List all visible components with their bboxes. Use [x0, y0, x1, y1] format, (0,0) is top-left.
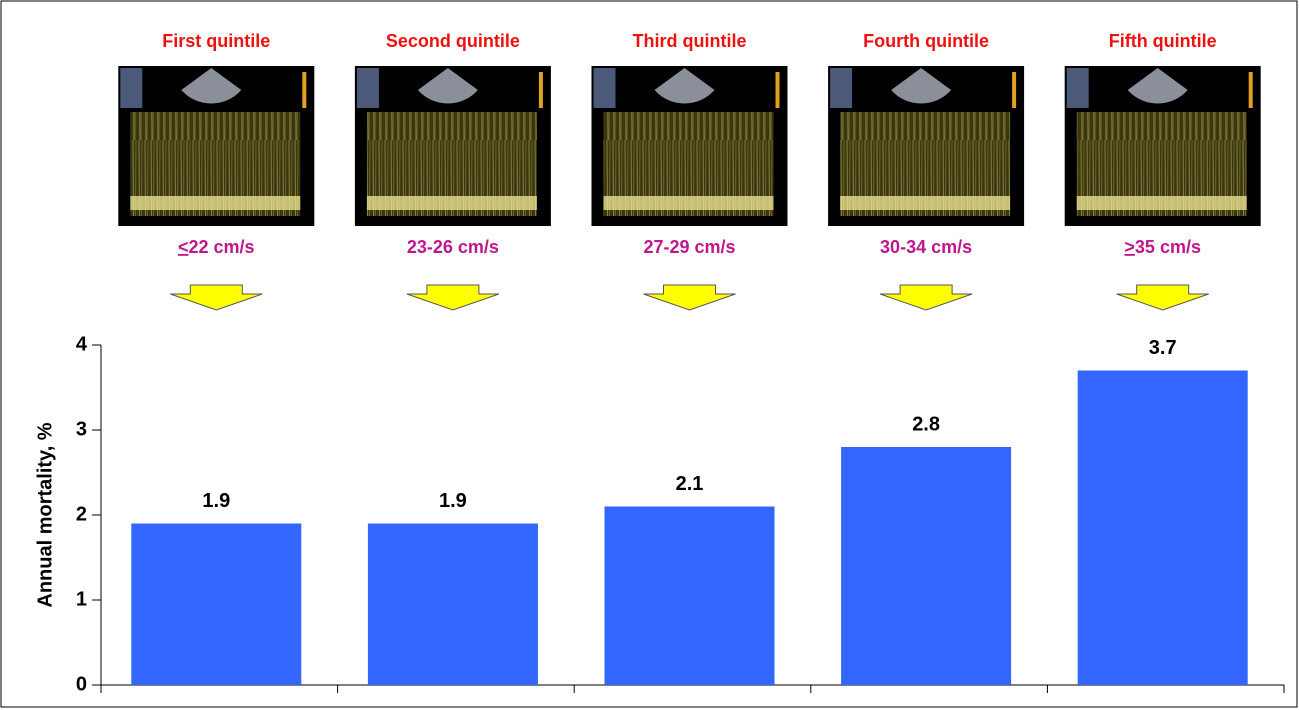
ultrasound-image — [828, 66, 1024, 226]
range-label: >35 cm/s — [1124, 237, 1201, 257]
ultrasound-image — [592, 66, 788, 226]
y-tick-label: 0 — [76, 673, 87, 695]
figure: Annual mortality, % 0 1 2 3 4 First quintile <… — [0, 0, 1299, 710]
value-label: 1.9 — [202, 490, 230, 512]
image-waveform — [367, 196, 537, 210]
ultrasound-image — [1065, 66, 1261, 226]
arrow — [1117, 285, 1209, 310]
image-panel — [594, 68, 616, 108]
image-panel — [1067, 68, 1089, 108]
bar — [368, 524, 538, 686]
image-panel — [830, 68, 852, 108]
image-colorbar — [1012, 72, 1016, 108]
ultrasound-image — [118, 66, 314, 226]
category-label: Third quintile — [633, 31, 747, 51]
bar — [605, 507, 775, 686]
range-label: 27-29 cm/s — [643, 237, 735, 257]
image-colorbar — [539, 72, 543, 108]
y-tick-label: 2 — [76, 503, 87, 525]
image-waveform — [130, 196, 300, 210]
range-label: 30-34 cm/s — [880, 237, 972, 257]
image-colorbar — [776, 72, 780, 108]
range-label: <22 cm/s — [178, 237, 255, 257]
image-waveform — [604, 196, 774, 210]
bar — [131, 524, 301, 686]
arrow — [880, 285, 972, 310]
value-label: 2.1 — [676, 473, 704, 495]
arrow — [170, 285, 262, 310]
y-tick-label: 4 — [76, 333, 88, 355]
value-label: 1.9 — [439, 490, 467, 512]
ultrasound-image — [355, 66, 551, 226]
bar — [841, 447, 1011, 685]
bar — [1078, 371, 1248, 686]
y-axis-label: Annual mortality, % — [34, 422, 56, 607]
range-label: 23-26 cm/s — [407, 237, 499, 257]
arrow — [644, 285, 736, 310]
category-label: Second quintile — [386, 31, 520, 51]
range-rest: 35 cm/s — [1135, 237, 1201, 257]
category-label: First quintile — [162, 31, 270, 51]
arrow — [407, 285, 499, 310]
range-sign: > — [1124, 237, 1135, 257]
image-colorbar — [1249, 72, 1253, 108]
image-panel — [120, 68, 142, 108]
category-label: Fourth quintile — [863, 31, 989, 51]
image-waveform — [1077, 196, 1247, 210]
y-tick-label: 3 — [76, 418, 87, 440]
y-tick-label: 1 — [76, 588, 87, 610]
image-panel — [357, 68, 379, 108]
image-colorbar — [302, 72, 306, 108]
value-label: 2.8 — [912, 413, 940, 435]
value-label: 3.7 — [1149, 337, 1177, 359]
category-label: Fifth quintile — [1109, 31, 1217, 51]
range-sign: < — [178, 237, 189, 257]
range-rest: 22 cm/s — [189, 237, 255, 257]
image-waveform — [840, 196, 1010, 210]
